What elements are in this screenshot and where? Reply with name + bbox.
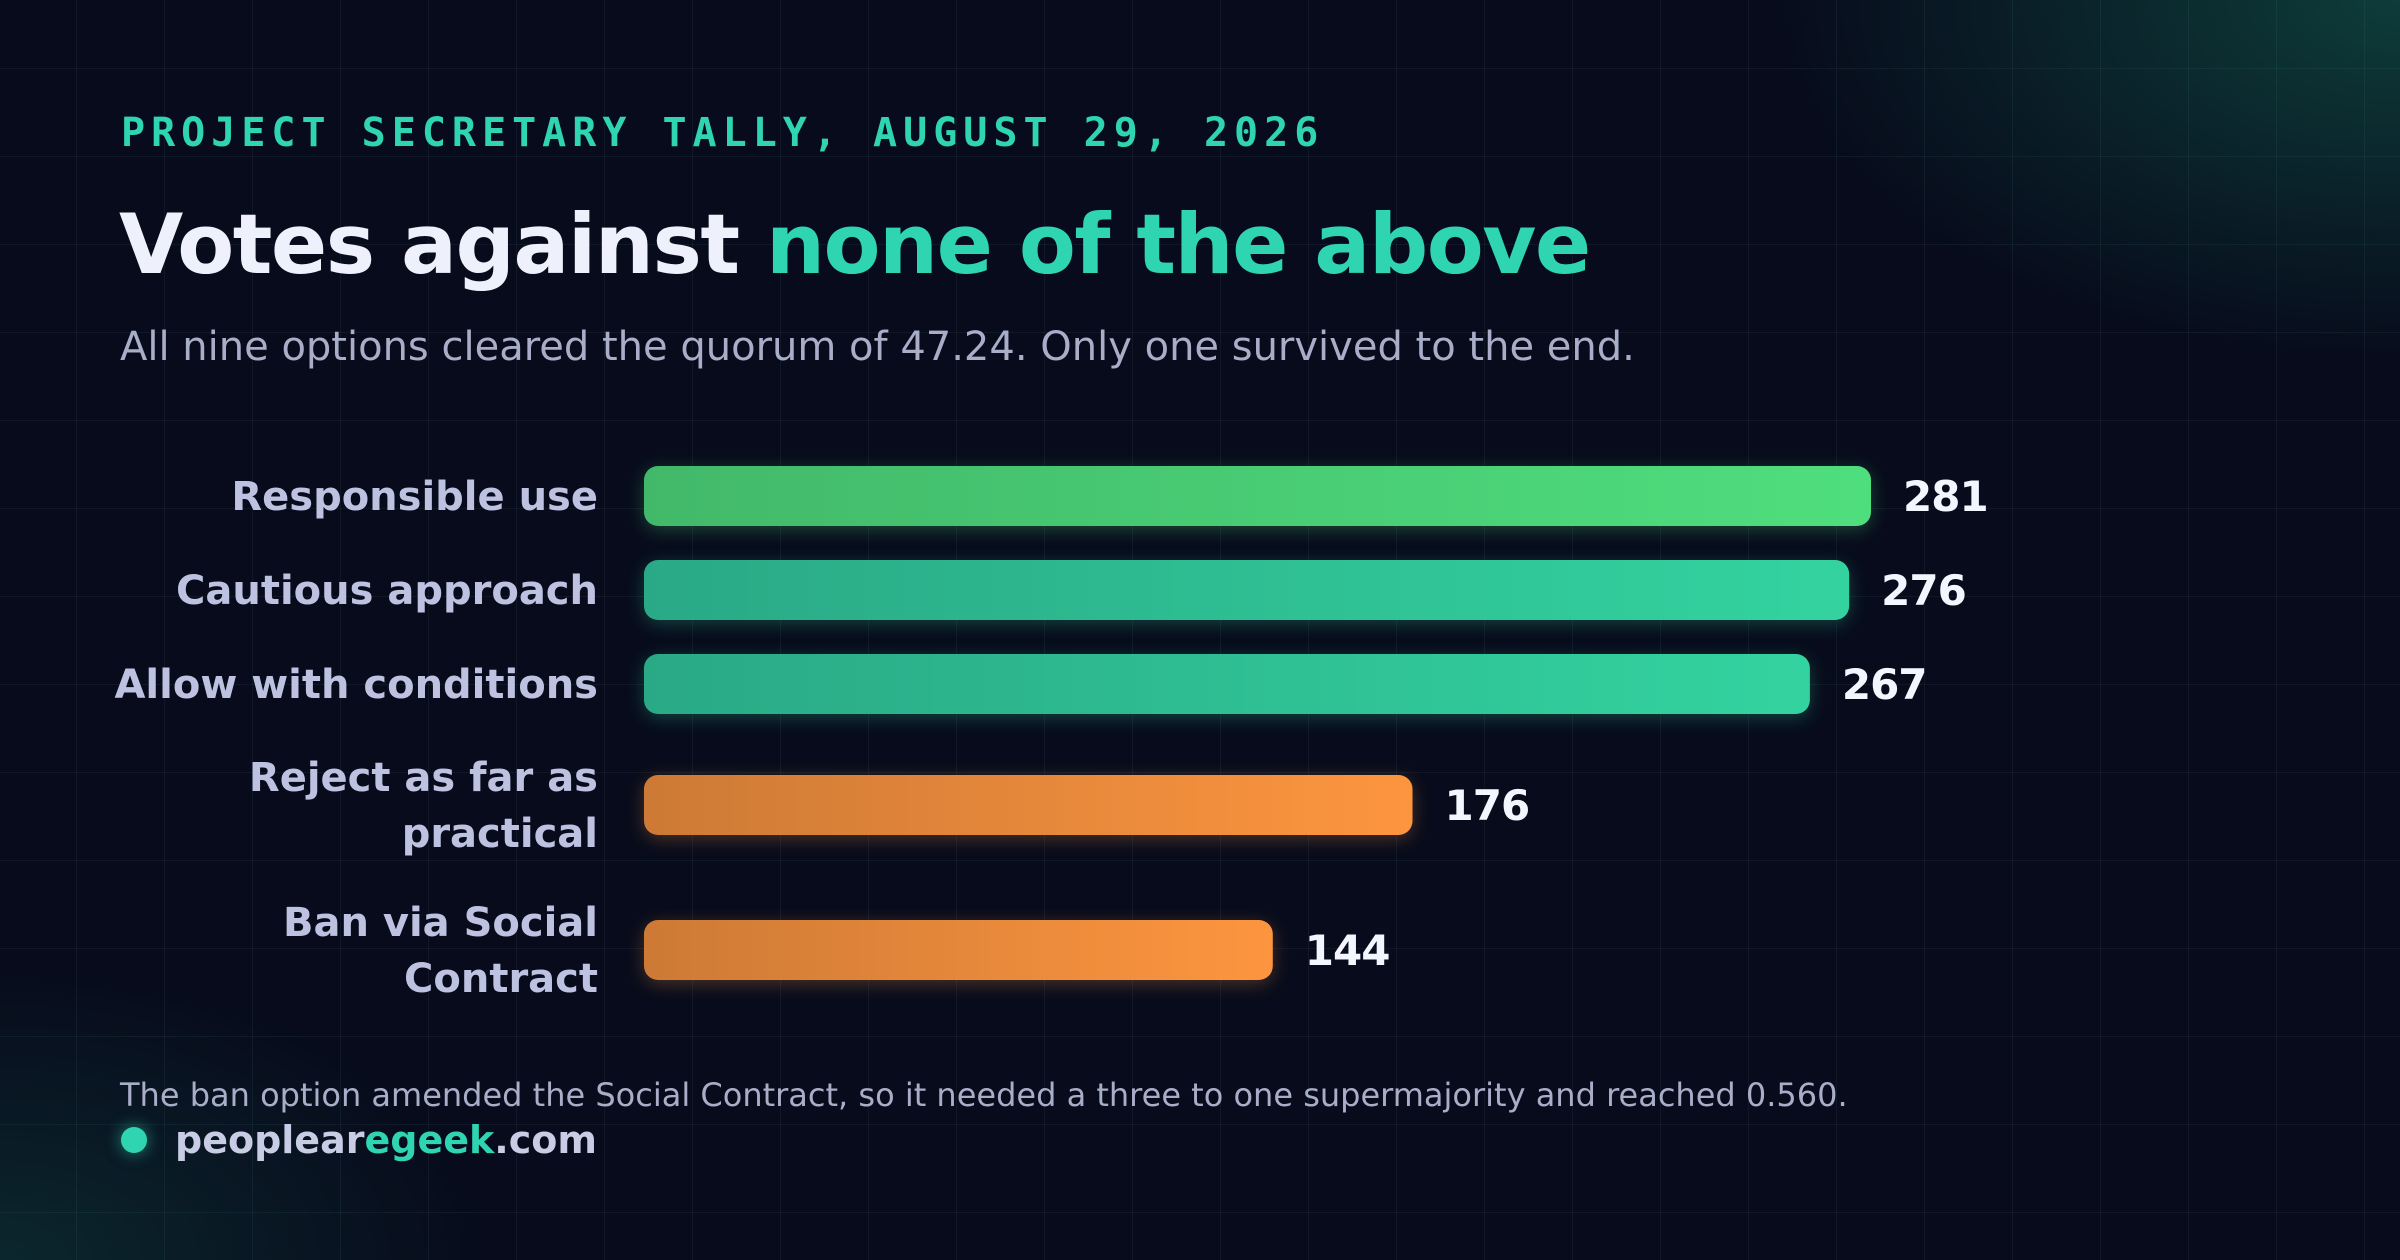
category-label: Contract bbox=[404, 956, 598, 1002]
category-label: Responsible use bbox=[231, 474, 598, 520]
bar-value-label: 176 bbox=[1445, 781, 1530, 830]
bar-value-label: 281 bbox=[1903, 472, 1988, 521]
bar-responsible-use bbox=[644, 466, 1871, 526]
brand-text-post: .com bbox=[494, 1118, 597, 1162]
brand-text-pre: peoplear bbox=[175, 1118, 365, 1162]
brand-text-highlight: egeek bbox=[364, 1118, 495, 1162]
category-label: Reject as far as bbox=[249, 755, 598, 801]
category-label: Allow with conditions bbox=[114, 662, 598, 708]
category-label: practical bbox=[402, 811, 598, 857]
brand-dot-icon bbox=[121, 1127, 147, 1153]
bar-cautious-approach bbox=[644, 560, 1850, 620]
title-accent: none of the above bbox=[765, 196, 1591, 293]
bar-allow-with-conditions bbox=[644, 654, 1810, 714]
subtitle: All nine options cleared the quorum of 4… bbox=[120, 324, 1635, 370]
brand-link[interactable]: peoplearegeek.com bbox=[175, 1118, 597, 1162]
category-label: Cautious approach bbox=[176, 568, 598, 614]
bar-reject-as-far-as-practical bbox=[644, 775, 1413, 835]
bar-value-label: 144 bbox=[1305, 926, 1390, 975]
page-title: Votes against none of the above bbox=[119, 196, 1591, 293]
brand: peoplearegeek.com bbox=[121, 1118, 597, 1162]
category-label: Ban via Social bbox=[283, 900, 598, 946]
bar-ban-via-social-contract bbox=[644, 920, 1273, 980]
kicker: PROJECT SECRETARY TALLY, AUGUST 29, 2026 bbox=[121, 110, 1325, 156]
bar-value-label: 267 bbox=[1842, 660, 1927, 709]
title-lead: Votes against bbox=[119, 196, 766, 293]
footnote: The ban option amended the Social Contra… bbox=[120, 1076, 1848, 1114]
bar-value-label: 276 bbox=[1881, 566, 1966, 615]
